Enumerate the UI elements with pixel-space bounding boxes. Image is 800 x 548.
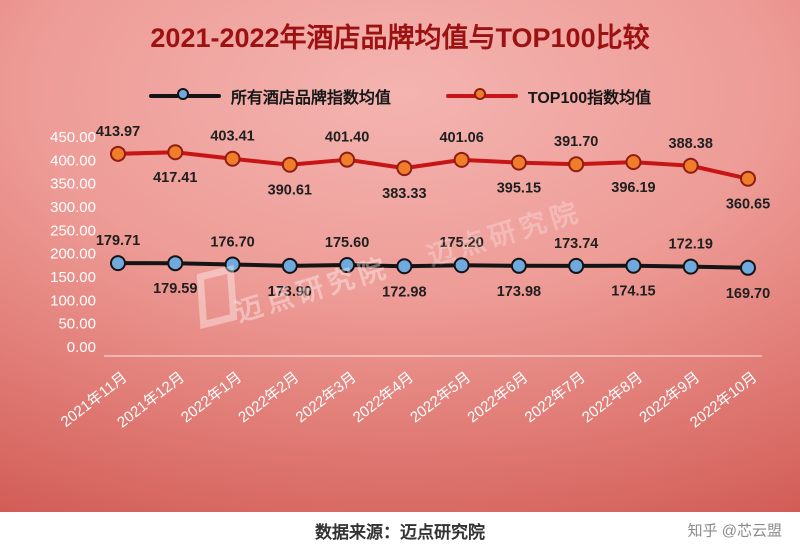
- y-axis-label: 200.00: [50, 246, 96, 263]
- x-axis-label: 2022年4月: [350, 369, 417, 427]
- data-label: 173.74: [554, 236, 598, 252]
- line-chart: 0.00 50.00 100.00 150.00 200.00 250.00 300.00 3…: [50, 124, 770, 432]
- y-axis-label: 150.00: [50, 269, 96, 286]
- data-point: [625, 257, 642, 274]
- data-label: 396.19: [611, 180, 655, 196]
- data-label: 413.97: [96, 124, 140, 140]
- y-axis-label: 100.00: [50, 292, 96, 309]
- data-point: [510, 257, 527, 274]
- legend-dot-swatch: [473, 88, 486, 100]
- data-label: 383.33: [382, 186, 426, 202]
- chart-background: 2021-2022年酒店品牌均值与TOP100比较 所有酒店品牌指数均值 TOP…: [0, 0, 800, 512]
- data-label: 391.70: [554, 134, 598, 150]
- data-label: 175.60: [325, 235, 369, 251]
- data-point: [167, 255, 184, 272]
- y-axis-label: 400.00: [50, 152, 96, 169]
- legend-marker-line-dot-icon: [445, 88, 518, 104]
- x-axis-label: 2022年8月: [579, 369, 646, 427]
- data-label: 179.71: [96, 233, 140, 249]
- data-point: [740, 170, 756, 187]
- attribution-text: 知乎 @芯云盟: [687, 522, 782, 540]
- footer: 数据来源：迈点研究院 知乎 @芯云盟: [0, 512, 800, 548]
- y-axis-label: 250.00: [50, 222, 96, 239]
- data-label: 169.70: [726, 286, 770, 302]
- data-point: [339, 151, 356, 168]
- y-axis-label: 50.00: [58, 316, 96, 333]
- data-label: 172.19: [669, 237, 713, 253]
- data-label: 417.41: [153, 170, 197, 186]
- data-point: [625, 154, 642, 171]
- data-label: 401.06: [439, 130, 483, 146]
- series-line-1: [117, 150, 749, 181]
- data-point: [110, 255, 126, 272]
- watermark-logo-icon: [196, 265, 238, 329]
- data-point: [396, 258, 413, 275]
- data-point: [167, 144, 184, 161]
- data-label: 403.41: [210, 129, 254, 145]
- legend-dot-swatch: [176, 88, 189, 100]
- data-point: [224, 150, 241, 167]
- data-label: 174.15: [611, 284, 655, 300]
- data-label: 401.40: [325, 130, 369, 146]
- data-label: 388.38: [669, 136, 713, 152]
- data-point: [568, 257, 585, 274]
- legend-label: 所有酒店品牌指数均值: [230, 90, 391, 107]
- data-point: [110, 145, 126, 162]
- data-label: 173.98: [497, 284, 541, 300]
- data-point: [682, 157, 699, 174]
- legend-marker-line-dot-icon: [148, 88, 221, 104]
- data-point: [682, 258, 699, 275]
- data-label: 395.15: [497, 181, 541, 197]
- data-point: [396, 160, 413, 177]
- data-label: 360.65: [726, 197, 770, 213]
- data-point: [224, 256, 241, 273]
- data-point: [510, 154, 527, 171]
- y-axis-label: 300.00: [50, 199, 96, 216]
- y-axis-label: 350.00: [50, 176, 96, 193]
- data-point: [453, 257, 470, 274]
- y-axis-label: 0.00: [67, 339, 96, 356]
- data-point: [339, 257, 356, 274]
- data-label: 175.20: [439, 235, 483, 251]
- x-axis-label: 2022年6月: [464, 369, 531, 427]
- series-line-0: [117, 261, 749, 270]
- data-point: [281, 257, 298, 274]
- legend-label: TOP100指数均值: [527, 90, 652, 107]
- data-point: [740, 259, 756, 276]
- x-axis-label: 2022年5月: [407, 369, 474, 427]
- data-label: 390.61: [268, 183, 312, 199]
- legend: 所有酒店品牌指数均值 TOP100指数均值: [0, 84, 800, 108]
- x-axis-label: 2022年3月: [293, 369, 360, 427]
- data-label: 179.59: [153, 281, 197, 297]
- x-axis-label: 2022年1月: [178, 369, 245, 427]
- data-point: [568, 156, 585, 173]
- data-source-text: 数据来源：迈点研究院: [315, 522, 485, 542]
- data-label: 172.98: [382, 284, 426, 300]
- data-label: 176.70: [210, 235, 254, 251]
- legend-item-1: TOP100指数均值: [445, 84, 652, 108]
- x-axis-label: 2022年7月: [522, 369, 589, 427]
- data-point: [281, 156, 298, 173]
- data-label: 173.90: [268, 284, 312, 300]
- x-axis-label: 2022年2月: [235, 369, 302, 427]
- y-axis-label: 450.00: [50, 129, 96, 146]
- legend-item-0: 所有酒店品牌指数均值: [148, 84, 391, 108]
- data-point: [453, 151, 470, 168]
- chart-title: 2021-2022年酒店品牌均值与TOP100比较: [150, 23, 650, 53]
